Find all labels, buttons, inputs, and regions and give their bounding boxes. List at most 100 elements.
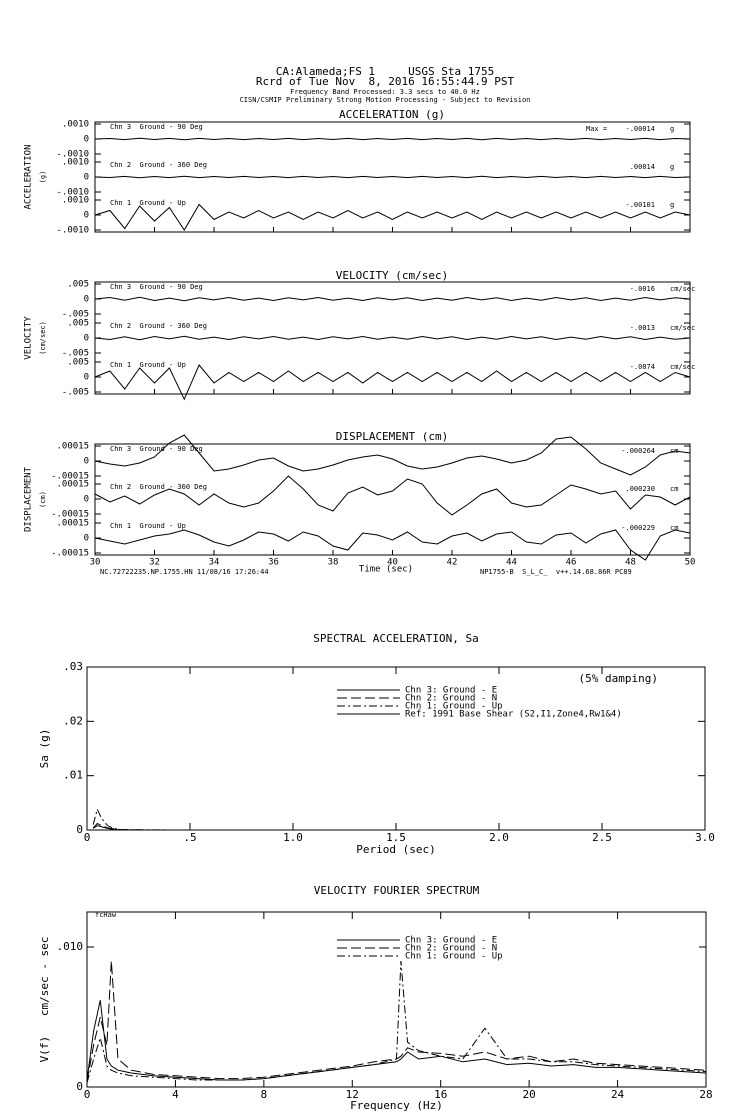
y-tick-label: 0: [84, 211, 89, 221]
waveform: [94, 475, 691, 516]
header-line: Frequency Band Processed: 3.3 secs to 40…: [290, 88, 480, 96]
x-axis-label: Period (sec): [356, 843, 435, 856]
y-tick-label: -.005: [62, 310, 89, 320]
peak-label: -.0013: [630, 324, 655, 332]
footer-text: NP1755-B S_L_C_ v++.14.68.86R PC89: [480, 568, 632, 576]
x-tick-label: 1.5: [386, 831, 406, 844]
x-tick-label: 8: [261, 1088, 268, 1101]
waveform: [94, 137, 691, 141]
y-tick-label: .005: [67, 358, 89, 368]
x-tick-label: 0: [84, 1088, 91, 1101]
max-prefix: Max =: [586, 125, 607, 133]
y-axis-label: V(f) cm/sec - sec: [38, 937, 51, 1063]
channel-label: Chn 1 Ground - Up: [110, 199, 186, 207]
peak-label: .00014: [630, 163, 655, 171]
x-tick-label: 38: [328, 558, 339, 568]
x-tick-label: 36: [268, 558, 279, 568]
y-tick-label: .005: [67, 280, 89, 290]
y-axis-unit: (g): [39, 171, 47, 184]
y-tick-label: .00015: [56, 519, 89, 529]
peak-unit: g: [670, 163, 674, 171]
waveform: [94, 529, 691, 561]
waveform: [94, 175, 691, 179]
y-tick-label: .005: [67, 319, 89, 329]
header-line: Rcrd of Tue Nov 8, 2016 16:55:44.9 PST: [256, 75, 515, 88]
footer-text: NC.72722235.NP.1755.HN 11/08/16 17:26:44: [100, 568, 269, 576]
annotation: fcHaw: [95, 911, 117, 919]
peak-unit: g: [670, 201, 674, 209]
y-tick-label: .010: [57, 940, 84, 953]
series-line: [92, 822, 191, 831]
legend-label: Chn 2: Ground - N: [405, 944, 497, 954]
x-tick-label: 28: [699, 1088, 712, 1101]
channel-label: Chn 2 Ground - 360 Deg: [110, 483, 207, 491]
peak-label: -.000229: [621, 524, 655, 532]
peak-unit: cm: [670, 447, 678, 455]
chart-title: VELOCITY FOURIER SPECTRUM: [314, 884, 480, 897]
peak-unit: cm/sec: [670, 363, 695, 371]
y-tick-label: -.00015: [51, 472, 89, 482]
y-tick-label: -.0010: [56, 226, 89, 236]
y-axis-label: VELOCITY: [24, 316, 34, 360]
plot-frame: [86, 666, 706, 831]
y-tick-label: 0: [76, 823, 83, 836]
y-tick-label: .01: [63, 769, 83, 782]
x-tick-label: 12: [346, 1088, 359, 1101]
channel-label: Chn 1 Ground - Up: [110, 361, 186, 369]
x-axis-label: Time (sec): [359, 565, 413, 575]
y-tick-label: 0: [84, 135, 89, 145]
y-tick-label: 0: [84, 534, 89, 544]
legend-label: Chn 3: Ground - E: [405, 686, 497, 696]
peak-unit: g: [670, 125, 674, 133]
legend-label: Chn 1: Ground - Up: [405, 702, 503, 712]
panel-title: VELOCITY (cm/sec): [336, 269, 449, 282]
panel-title: ACCELERATION (g): [339, 108, 445, 121]
peak-unit: cm/sec: [670, 324, 695, 332]
annotation: (5% damping): [579, 672, 658, 685]
series-line: [86, 960, 707, 1083]
x-tick-label: 48: [625, 558, 636, 568]
peak-label: -.000264: [621, 447, 655, 455]
header-line: CISN/CSMIP Preliminary Strong Motion Pro…: [240, 96, 531, 104]
peak-label: -.0016: [630, 285, 655, 293]
channel-label: Chn 1 Ground - Up: [110, 522, 186, 530]
y-axis-label: ACCELERATION: [24, 144, 34, 209]
y-tick-label: 0: [84, 334, 89, 344]
y-tick-label: .03: [63, 660, 83, 673]
legend-label: Ref: 1991 Base Shear (S2,I1,Zone4,Rw1&4): [405, 710, 622, 720]
y-tick-label: .0010: [62, 158, 89, 168]
peak-label: -.00014: [625, 125, 655, 133]
x-tick-label: 4: [172, 1088, 179, 1101]
series-line: [92, 807, 191, 831]
waveform: [94, 335, 691, 341]
y-tick-label: .0010: [62, 120, 89, 130]
y-axis-label: DISPLACEMENT: [24, 466, 34, 532]
peak-label: .000230: [625, 485, 655, 493]
x-tick-label: 46: [566, 558, 577, 568]
y-axis-unit: (cm): [39, 491, 47, 508]
peak-label: -.0074: [630, 363, 655, 371]
peak-unit: cm: [670, 524, 678, 532]
plot-frame: [86, 911, 707, 1088]
header-line: CA:Alameda;FS 1 USGS Sta 1755: [276, 65, 495, 78]
legend-label: Chn 1: Ground - Up: [405, 952, 503, 962]
waveform: [94, 434, 691, 476]
y-tick-label: .00015: [56, 442, 89, 452]
y-tick-label: .0010: [62, 196, 89, 206]
x-tick-label: 32: [149, 558, 160, 568]
x-tick-label: 3.0: [695, 831, 715, 844]
y-tick-label: 0: [84, 457, 89, 467]
y-tick-label: -.00015: [51, 549, 89, 559]
y-tick-label: 0: [84, 295, 89, 305]
waveform: [94, 296, 691, 302]
series-line: [86, 960, 707, 1082]
channel-label: Chn 3 Ground - 90 Deg: [110, 123, 203, 131]
channel-label: Chn 3 Ground - 90 Deg: [110, 283, 203, 291]
y-tick-label: 0: [76, 1080, 83, 1093]
series-line: [86, 1000, 707, 1081]
x-tick-label: .5: [183, 831, 196, 844]
y-tick-label: -.00015: [51, 510, 89, 520]
peak-unit: cm: [670, 485, 678, 493]
